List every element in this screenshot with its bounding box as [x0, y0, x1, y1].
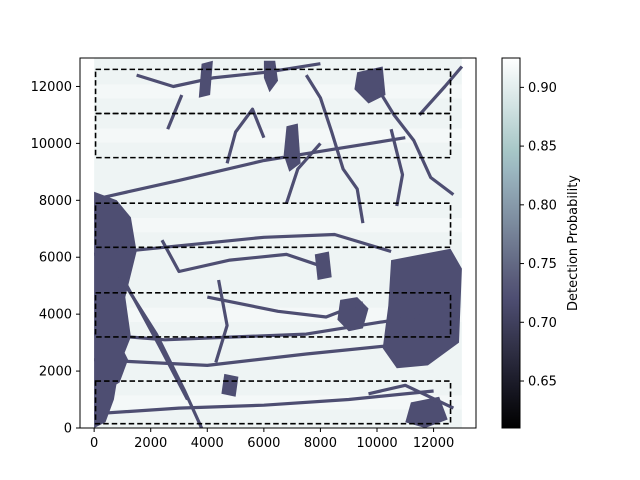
survey-lane-2	[94, 202, 452, 249]
low-detection-area-5	[314, 251, 332, 280]
colorbar-ticks: 0.65 0.70 0.75 0.80 0.85 0.90	[520, 81, 557, 390]
low-detection-track-10	[225, 107, 266, 164]
low-detection-track-14	[214, 279, 229, 363]
y-tick-label-6: 12000	[31, 80, 72, 95]
x-tick-label-1: 2000	[134, 436, 167, 451]
colorbar-tick-label-2: 0.75	[528, 257, 557, 272]
low-detection-track-13	[284, 142, 322, 204]
colorbar-scale	[502, 58, 520, 428]
low-detection-track-15	[418, 65, 464, 116]
low-detection-area-1	[97, 336, 129, 391]
colorbar-tick-label-5: 0.90	[528, 81, 557, 96]
y-tick-label-3: 6000	[39, 251, 72, 266]
colorbar: 0.65 0.70 0.75 0.80 0.85 0.90 Detection Proba…	[501, 57, 581, 429]
y-tick-label-5: 10000	[31, 137, 72, 152]
survey-lane-0	[94, 380, 452, 425]
x-tick-label-5: 10000	[356, 436, 397, 451]
x-tick-label-0: 0	[90, 436, 98, 451]
lane-highlight-2	[94, 218, 462, 233]
y-tick-label-4: 8000	[39, 194, 72, 209]
colorbar-tick-label-3: 0.80	[528, 198, 557, 213]
low-detection-track-1	[123, 282, 189, 401]
low-detection-area-4	[283, 123, 301, 172]
survey-lane-4	[94, 68, 452, 115]
x-tick-label-3: 6000	[247, 436, 280, 451]
low-detection-area-3	[337, 297, 369, 332]
lane-highlight-4	[94, 84, 462, 99]
x-tick-label-6: 12000	[413, 436, 454, 451]
colorbar-tick-label-4: 0.85	[528, 140, 557, 155]
probability-field	[93, 58, 464, 428]
plot-area	[79, 57, 477, 429]
low-detection-area-2	[382, 248, 462, 369]
colorbar-frame	[501, 57, 521, 429]
x-tick-label-2: 4000	[191, 436, 224, 451]
low-detection-track-6	[94, 343, 392, 367]
survey-lane-1	[94, 292, 452, 338]
lane-highlight-1	[94, 307, 462, 322]
low-detection-track-12	[369, 77, 455, 196]
y-tick-label-0: 0	[64, 422, 72, 437]
low-detection-track-7	[93, 389, 434, 416]
low-detection-area-8	[405, 396, 448, 428]
low-detection-area-9	[221, 373, 239, 397]
low-detection-track-11	[304, 74, 365, 224]
low-detection-track-5	[206, 295, 364, 319]
low-detection-track-16	[389, 128, 405, 207]
low-detection-track-17	[166, 94, 184, 130]
low-detection-track-3	[160, 239, 321, 274]
colorbar-label: Detection Probability	[566, 175, 581, 311]
low-detection-track-18	[368, 383, 455, 410]
y-axis: 0 2000 4000 6000 8000 10000 12000	[31, 80, 80, 437]
colorbar-tick-label-1: 0.70	[528, 316, 557, 331]
plot-frame	[79, 57, 477, 429]
low-detection-track-2	[93, 232, 392, 256]
y-tick-label-1: 2000	[39, 365, 72, 380]
low-detection-track-8	[102, 136, 406, 200]
survey-lanes	[94, 68, 452, 425]
x-tick-label-4: 8000	[304, 436, 337, 451]
low-detection-track-4	[93, 309, 451, 342]
colorbar-tick-label-0: 0.65	[528, 375, 557, 390]
survey-lane-3	[94, 112, 452, 159]
x-axis: 0 2000 4000 6000 8000 10000 12000	[90, 428, 454, 451]
y-tick-label-2: 4000	[39, 308, 72, 323]
lane-highlight-3	[94, 128, 462, 143]
low-detection-area-10	[354, 66, 386, 104]
lane-highlight-0	[94, 395, 462, 410]
